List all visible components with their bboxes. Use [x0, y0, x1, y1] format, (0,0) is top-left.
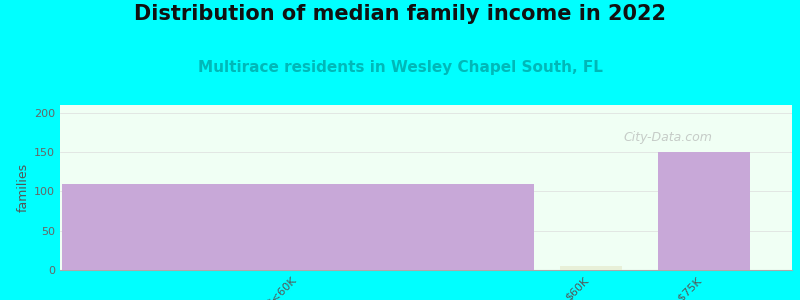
Text: City-Data.com: City-Data.com: [623, 131, 712, 145]
Text: Multirace residents in Wesley Chapel South, FL: Multirace residents in Wesley Chapel Sou…: [198, 60, 602, 75]
Y-axis label: families: families: [17, 163, 30, 212]
Text: Distribution of median family income in 2022: Distribution of median family income in …: [134, 4, 666, 25]
Bar: [62, 184, 534, 270]
Bar: [658, 152, 750, 270]
Bar: [559, 266, 622, 270]
